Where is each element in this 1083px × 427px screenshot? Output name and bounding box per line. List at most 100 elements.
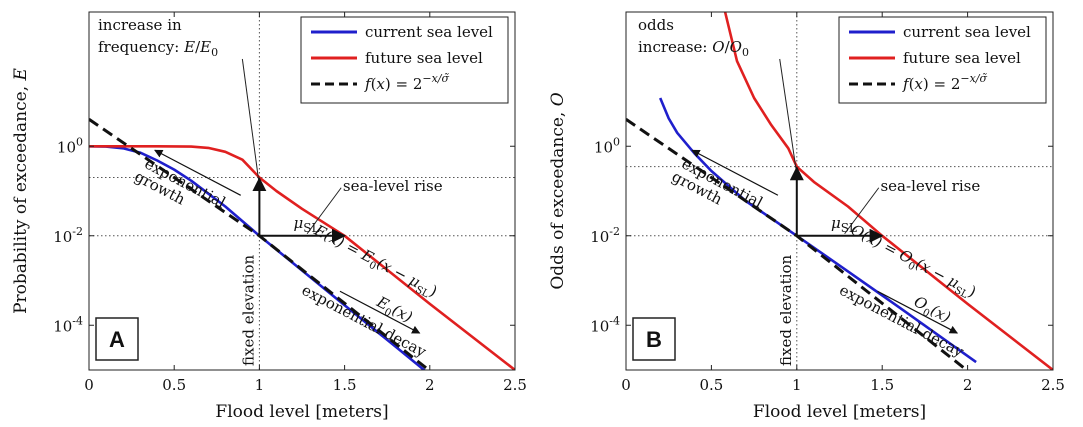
x-tick-label: 2 xyxy=(425,376,435,394)
ratio-subscript: 0 xyxy=(742,46,749,59)
x-tick-label: 0.5 xyxy=(162,376,186,394)
x-tick-label: 0 xyxy=(84,376,94,394)
future-curve-tail: (x − μ xyxy=(913,255,962,292)
future-curve-main: E(x) = E xyxy=(311,221,377,267)
y-tick-base: 10 xyxy=(590,228,609,246)
y-axis-label-variable: E xyxy=(11,67,31,81)
legend-entry: current sea level xyxy=(903,23,1031,41)
x-tick-label: 2 xyxy=(963,376,973,394)
ratio-slash: / xyxy=(725,38,731,56)
legend-entry: f(x) = 2−x/σ̃ xyxy=(364,72,450,93)
y-tick-label: 10-4 xyxy=(53,314,83,335)
y-tick-exponent: 0 xyxy=(613,135,620,148)
ratio-numerator: O xyxy=(712,38,724,56)
legend-formula-f: f xyxy=(902,75,911,93)
sea-level-rise-label: sea-level rise xyxy=(880,177,980,195)
fixed-elevation-label: fixed elevation xyxy=(239,254,257,366)
x-tick-label: 1.5 xyxy=(333,376,357,394)
increase-label-text: increase: xyxy=(638,38,707,56)
sea-level-rise-label: sea-level rise xyxy=(343,177,443,195)
increase-label-line2: increase: O/O0 xyxy=(638,38,749,59)
legend-formula-paren: ( xyxy=(909,75,915,93)
current-curve-sub: 0 xyxy=(382,307,393,320)
ratio-denominator: O xyxy=(730,38,742,56)
legend-entry-text: future sea level xyxy=(903,49,1021,67)
y-tick-exponent: -4 xyxy=(72,314,83,327)
y-tick-label: 10-2 xyxy=(53,225,83,246)
y-tick-exponent: 0 xyxy=(76,135,83,148)
future-curve-sub: 0 xyxy=(367,260,378,273)
ratio-slash: / xyxy=(195,38,201,56)
panel-label-box xyxy=(632,317,676,361)
ratio-subscript: 0 xyxy=(211,46,218,59)
x-tick-label: 0.5 xyxy=(699,376,723,394)
growth-arrow xyxy=(691,149,779,196)
y-tick-label: 100 xyxy=(57,135,83,156)
increase-label-line2: frequency: E/E0 xyxy=(98,38,218,59)
future-curve-tail: (x − μ xyxy=(374,254,423,291)
panel-label-box xyxy=(95,317,139,361)
ratio-denominator: E xyxy=(199,38,211,56)
increase-pointer-line xyxy=(241,58,260,180)
sea-level-rise-pointer xyxy=(844,187,880,235)
y-tick-base: 10 xyxy=(53,317,72,335)
increase-label-line1: odds xyxy=(638,16,674,34)
decay-arrow xyxy=(877,290,959,334)
legend-entry: future sea level xyxy=(365,49,483,67)
legend-formula-f: f xyxy=(364,75,373,93)
x-tick-label: 2.5 xyxy=(503,376,527,394)
mu-label: μSL xyxy=(831,214,857,235)
fixed-elevation-annotation: fixed elevation xyxy=(777,254,795,366)
series-line-current xyxy=(659,97,977,364)
y-tick-exponent: -2 xyxy=(72,225,83,238)
y-tick-base: 10 xyxy=(53,228,72,246)
panel-label: B xyxy=(646,327,662,352)
y-tick-base: 10 xyxy=(594,138,613,156)
panel-label: A xyxy=(109,327,125,352)
legend-entry: f(x) = 2−x/σ̃ xyxy=(902,72,988,93)
y-tick-base: 10 xyxy=(57,138,76,156)
increase-pointer-line xyxy=(779,58,797,169)
future-curve-sub: 0 xyxy=(906,260,917,273)
legend-formula-eq: ) = 2 xyxy=(923,75,961,93)
y-tick-label: 10-2 xyxy=(590,225,620,246)
current-curve-tail: (x) xyxy=(928,301,954,326)
legend-formula-eq: ) = 2 xyxy=(385,75,423,93)
growth-arrow xyxy=(154,149,241,196)
mu-subscript: SL xyxy=(841,221,857,235)
x-tick-label: 2.5 xyxy=(1041,376,1065,394)
current-curve-sub: 0 xyxy=(920,307,931,320)
x-axis-label: Flood level [meters] xyxy=(753,402,926,422)
mu-symbol: μ xyxy=(293,214,303,232)
y-axis-label: Odds of exceedance, O xyxy=(548,92,568,289)
decay-arrow xyxy=(339,290,421,334)
legend-entry: current sea level xyxy=(365,23,493,41)
legend-formula-exp: −x/σ̃ xyxy=(422,72,449,85)
fixed-elevation-label: fixed elevation xyxy=(777,254,795,366)
y-axis-label-text: Probability of exceedance, xyxy=(11,80,31,313)
ratio-numerator: E xyxy=(183,38,195,56)
legend-formula-x: x xyxy=(914,75,923,93)
y-axis-label-variable: O xyxy=(548,92,568,106)
legend-entry-text: future sea level xyxy=(365,49,483,67)
plot-frame xyxy=(88,11,516,371)
legend: current sea level future sea level f(x) = … xyxy=(838,16,1047,104)
x-axis-label: Flood level [meters] xyxy=(215,402,388,422)
mu-label: μSL xyxy=(293,214,319,235)
legend-formula-paren: ( xyxy=(371,75,377,93)
sea-level-rise-pointer xyxy=(306,187,342,235)
decay-label: exponential decay xyxy=(299,281,430,361)
increase-label-text: frequency: xyxy=(98,38,179,56)
x-tick-label: 1 xyxy=(255,376,265,394)
future-curve-main: O(x) = O xyxy=(848,221,916,268)
legend: current sea level future sea level f(x) = … xyxy=(300,16,509,104)
fixed-elevation-annotation: fixed elevation xyxy=(239,254,257,366)
x-tick-label: 1.5 xyxy=(870,376,894,394)
mu-symbol: μ xyxy=(831,214,841,232)
x-tick-label: 1 xyxy=(792,376,802,394)
